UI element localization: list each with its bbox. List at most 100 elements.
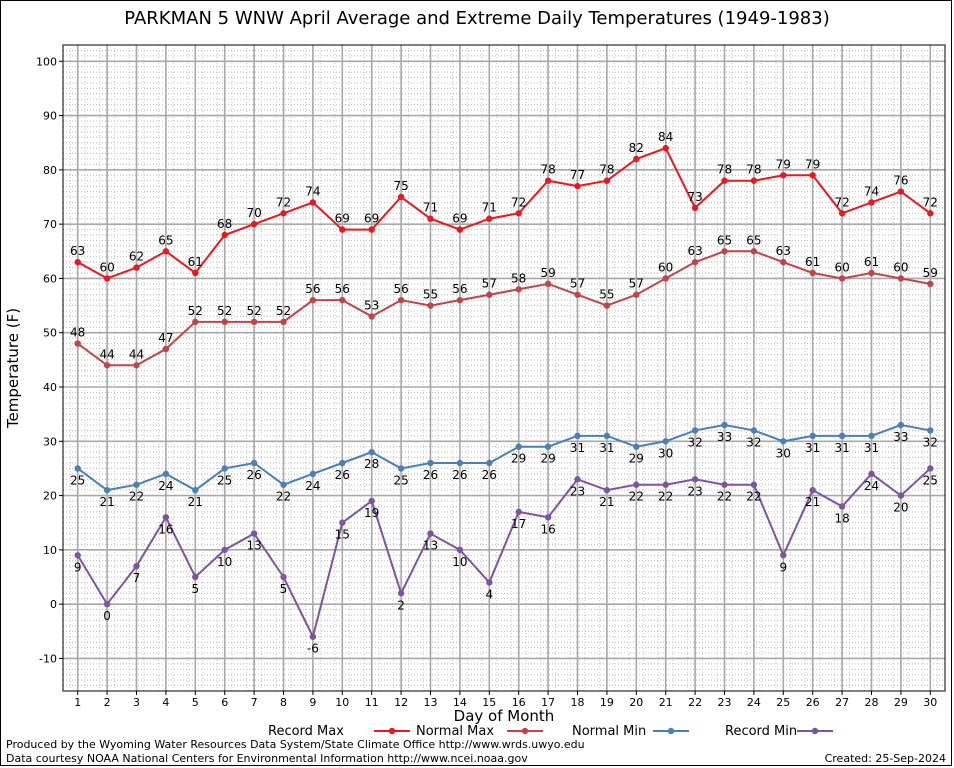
x-tick-label: 29 [894,696,908,709]
data-point [250,459,258,467]
data-point [192,318,199,326]
chart-title: PARKMAN 5 WNW April Average and Extreme … [124,8,830,29]
data-point [691,427,699,434]
x-tick-label: 20 [629,696,643,709]
data-point [662,481,669,488]
data-label: 32 [687,435,702,449]
data-point [427,215,434,222]
data-point [809,486,816,494]
data-point [397,296,405,304]
data-point [192,573,199,581]
data-point [927,427,934,434]
data-label: 31 [834,441,849,455]
data-label: 22 [717,490,732,504]
data-point [721,177,728,184]
data-point [74,340,81,347]
y-tick-label: 90 [43,110,57,123]
data-point [721,481,728,488]
data-label: 47 [158,331,173,345]
data-point [662,275,669,282]
data-label: 22 [129,490,144,504]
data-label: 52 [217,304,232,318]
data-point [544,177,552,184]
data-point [162,470,170,478]
data-point [339,519,346,526]
data-label: 68 [217,217,232,231]
data-label: 25 [70,473,85,487]
data-point [691,258,699,266]
data-label: 2 [397,598,405,612]
x-tick-label: 11 [365,696,379,709]
y-tick-label: 70 [43,218,57,231]
data-label: 60 [99,260,114,274]
data-label: 76 [893,174,908,188]
data-label: 33 [717,430,732,444]
data-label: 52 [246,304,261,318]
data-label: 15 [335,528,350,542]
data-point [280,573,287,581]
data-label: 9 [779,560,787,574]
data-point [838,432,846,440]
data-label: 56 [335,282,350,296]
data-label: 21 [188,495,203,509]
data-point [603,302,611,309]
series-line [77,146,931,280]
data-label: 25 [923,473,938,487]
x-axis-label: Day of Month [454,707,555,725]
data-point [103,486,111,494]
data-point [427,459,434,467]
data-point [250,220,258,228]
data-label: 78 [746,163,761,177]
data-point [750,427,758,434]
data-label: 21 [805,495,820,509]
data-point [192,486,199,494]
data-label: 20 [893,501,908,515]
data-point [280,481,287,488]
data-label: 84 [658,130,673,144]
x-tick-label: 12 [394,696,408,709]
data-label: 78 [540,163,555,177]
data-point [750,177,758,184]
data-label: 79 [805,157,820,171]
data-point [133,562,140,570]
x-tick-label: 7 [251,696,258,709]
data-point [427,530,434,537]
data-label: 25 [393,473,408,487]
data-point [633,443,640,450]
data-label: 63 [776,244,791,258]
data-label: 30 [658,446,673,460]
data-label: 10 [452,555,467,569]
data-label: 24 [305,479,320,493]
data-label: 55 [599,288,614,302]
legend [374,727,833,735]
data-label: 19 [364,506,379,520]
x-tick-label: 14 [453,696,467,709]
x-tick-label: 16 [512,696,526,709]
data-point [221,546,228,554]
y-tick-label: 60 [43,272,57,285]
data-label: 22 [658,490,673,504]
data-point [162,248,170,255]
data-label: 24 [158,479,173,493]
data-label: 22 [746,490,761,504]
data-label: 62 [129,250,144,264]
data-point [515,286,522,293]
data-point [74,552,81,559]
data-label: 72 [834,195,849,209]
data-point [309,199,317,206]
data-label: 13 [246,539,261,553]
legend-marker [521,727,529,735]
data-label: 16 [158,522,173,536]
plot-area [63,45,945,691]
data-point [780,552,787,559]
x-tick-label: 25 [776,696,790,709]
series-record-max [74,144,934,282]
data-point [280,210,287,217]
x-tick-label: 3 [133,696,140,709]
y-tick-label: 80 [43,164,57,177]
data-label: 23 [570,484,585,498]
series-line [77,423,931,492]
data-point [721,421,728,429]
data-label: 73 [687,190,702,204]
